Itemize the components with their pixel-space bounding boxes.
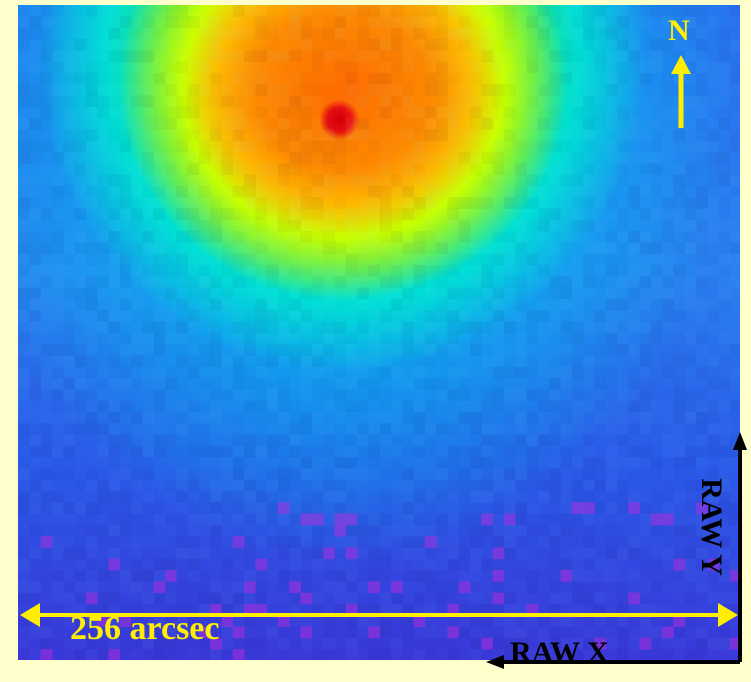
scale-arrowhead-right [718,603,738,627]
figure: N 256 arcsec RAW X RAW Y [0,0,751,682]
raw-x-arrowhead [486,655,504,669]
raw-y-arrowhead [733,432,747,450]
overlay [0,0,751,682]
scale-arrowhead-left [20,603,40,627]
raw-y-label: RAW Y [694,478,728,576]
scale-label: 256 arcsec [70,610,219,648]
raw-x-label: RAW X [510,636,609,670]
north-arrowhead [671,55,691,74]
north-label: N [668,14,690,48]
